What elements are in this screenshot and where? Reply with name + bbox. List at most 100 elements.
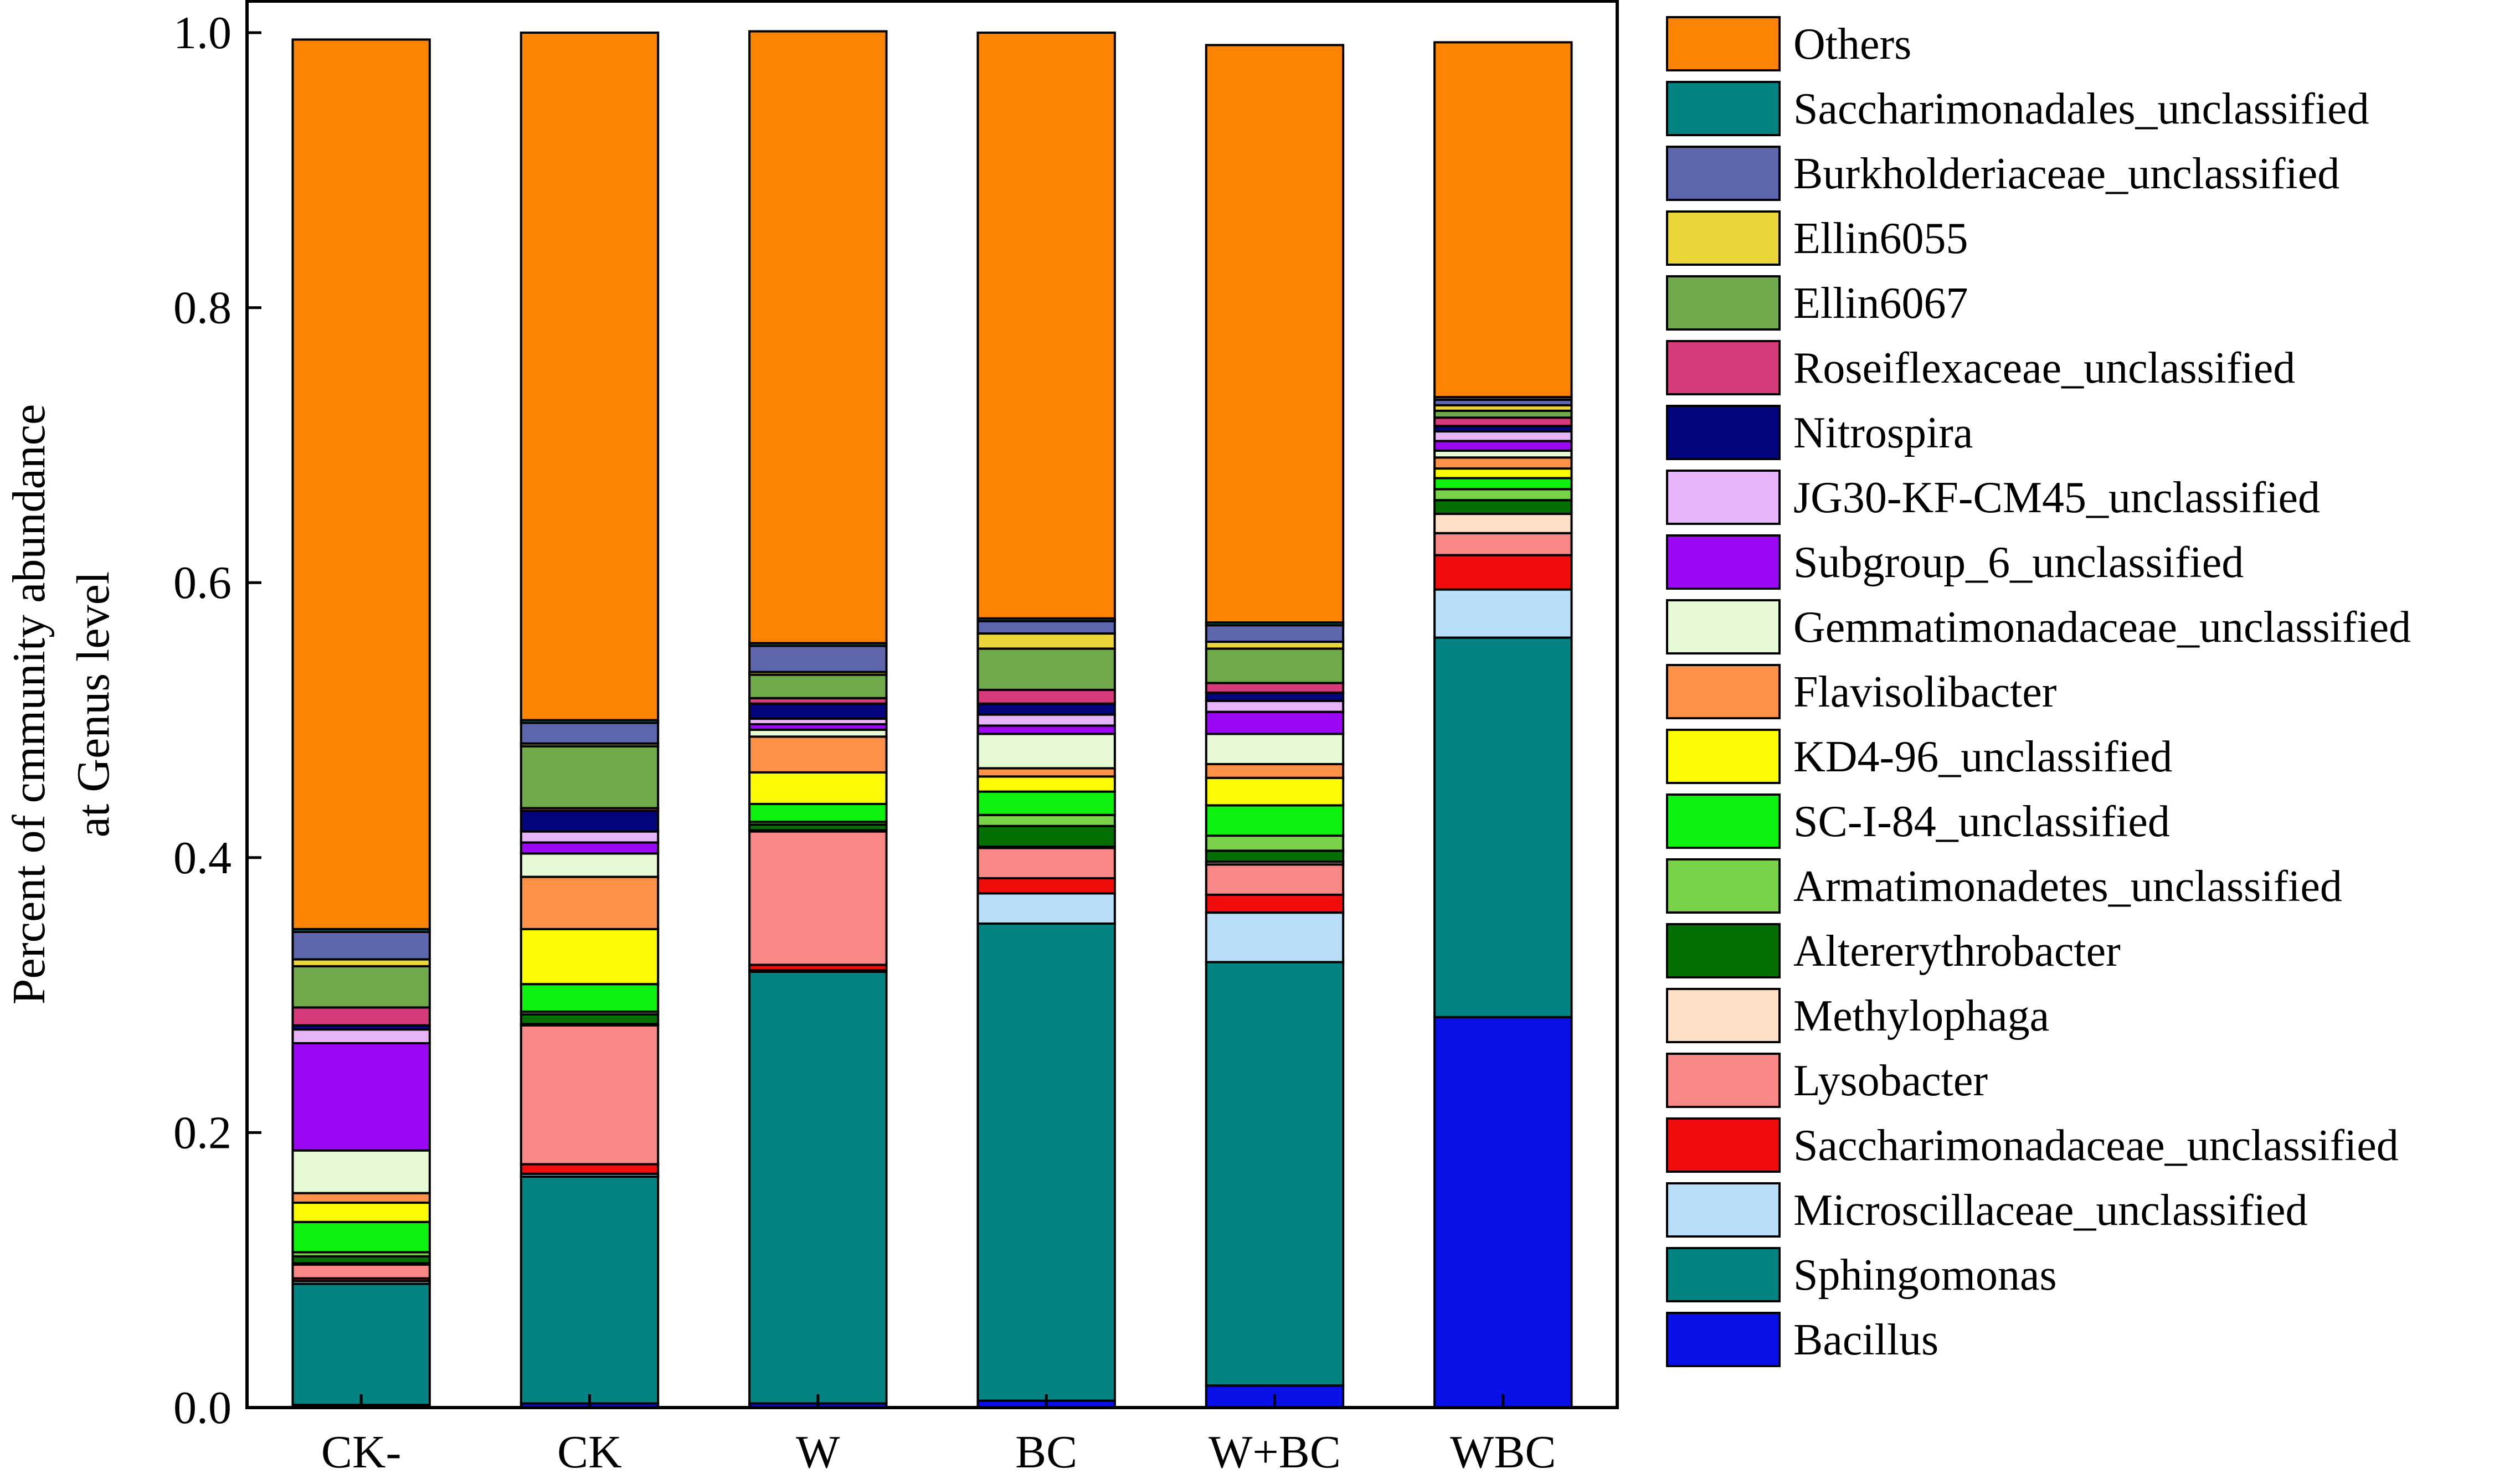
bar-segment-bc-roseiflexaceae-unclassified [976,688,1116,705]
legend-label-sphingomonas: Sphingomonas [1793,1251,2057,1300]
legend-swatch-lysobacter [1666,1053,1781,1108]
bar-segment-wbc-subgroup-6-unclassified [1433,440,1573,452]
bar-segment-ck-burkholderiaceae-unclassified [291,930,431,961]
bar-segment-wbc-microscillaceae-unclassified [1433,588,1573,639]
legend-swatch-ellin6055 [1666,210,1781,266]
bar-segment-ck-ellin6067 [520,745,660,810]
x-tick-label-wbc: WBC [1450,1426,1556,1478]
legend-label-kd4-96-unclassified: KD4-96_unclassified [1793,733,2172,781]
bar-segment-ck-ellin6067 [291,965,431,1009]
bar-segment-ck-flavisolibacter [291,1192,431,1204]
legend-label-subgroup-6-unclassified: Subgroup_6_unclassified [1793,538,2244,587]
x-tick-label-bc: BC [1015,1426,1077,1478]
bar-segment-ck-others [291,38,431,930]
bar-segment-w-bc-nitrospira [1205,691,1345,702]
legend-label-nitrospira: Nitrospira [1793,409,1973,457]
bar-segment-bc-others [976,32,1116,620]
y-tick-label: 0.8 [173,282,232,334]
bar-segment-ck-others [520,32,660,722]
bar-segment-bc-flavisolibacter [976,767,1116,778]
legend-swatch-bacillus [1666,1312,1781,1367]
bar-segment-ck-lysobacter [291,1263,431,1280]
bar-segment-w-others [748,30,888,645]
bar-segment-ck-saccharimonadaceae-unclassified [520,1163,660,1175]
bar-segment-bc-sc-i-84-unclassified [976,790,1116,816]
bar-segment-bc-altererythrobacter [976,824,1116,848]
legend-label-saccharimonadales-unclassified: Saccharimonadales_unclassified [1793,85,2369,133]
bar-segment-ck-kd4-96-unclassified [291,1202,431,1223]
legend-label-microscillaceae-unclassified: Microscillaceae_unclassified [1793,1186,2307,1235]
bar-segment-ck-gemmatimonadaceae-unclassified [520,852,660,878]
x-tick-label-w: W [796,1426,840,1478]
legend-swatch-microscillaceae-unclassified [1666,1182,1781,1238]
legend: Others Saccharimonadales_unclassified Burk… [1666,16,2411,1367]
legend-label-bacillus: Bacillus [1793,1316,1938,1364]
legend-label-sc-i-84-unclassified: SC-I-84_unclassified [1793,797,2170,846]
bar-segment-ck-roseiflexaceae-unclassified [291,1006,431,1027]
legend-label-saccharimonadaceae-unclassified: Saccharimonadaceae_unclassified [1793,1121,2399,1170]
bar-segment-w-bc-ellin6067 [1205,647,1345,684]
bar-segment-bc-nitrospira [976,702,1116,716]
bar-segment-wbc-armatimonadetes-unclassified [1433,488,1573,502]
bar-segment-w-bc-others [1205,44,1345,624]
bar-segment-w-bc-jg30-kf-cm45-unclassified [1205,699,1345,713]
bar-segment-ck-sc-i-84-unclassified [520,983,660,1013]
bar-segment-ck-subgroup-6-unclassified [520,841,660,855]
y-axis-title-line2: at Genus level [68,571,119,838]
legend-label-flavisolibacter: Flavisolibacter [1793,668,2056,717]
bar-segment-w-bc-altererythrobacter [1205,849,1345,863]
legend-label-burkholderiaceae-unclassified: Burkholderiaceae_unclassified [1793,150,2339,198]
bar-segment-bc-kd4-96-unclassified [976,775,1116,793]
bar-segment-ck-gemmatimonadaceae-unclassified [291,1149,431,1194]
legend-swatch-saccharimonadales-unclassified [1666,81,1781,136]
bar-segment-w-bc-sphingomonas [1205,961,1345,1387]
bar-segment-w-bc-armatimonadetes-unclassified [1205,834,1345,852]
bar-segment-wbc-flavisolibacter [1433,456,1573,470]
bar-segment-w-bc-lysobacter [1205,863,1345,896]
axes-layer: 0.00.20.40.60.81.0CK- CK W BC W+BC WBC [173,7,1556,1478]
legend-label-ellin6067: Ellin6067 [1793,279,1968,328]
legend-label-ellin6055: Ellin6055 [1793,214,1968,263]
legend-label-gemmatimonadaceae-unclassified: Gemmatimonadaceae_unclassified [1793,603,2411,652]
legend-swatch-sphingomonas [1666,1247,1781,1302]
bar-segment-bc-burkholderiaceae-unclassified [976,620,1116,635]
bar-segment-w-sphingomonas [748,970,888,1405]
legend-label-altererythrobacter: Altererythrobacter [1793,927,2121,976]
y-tick-label: 1.0 [173,7,232,59]
legend-swatch-saccharimonadaceae-unclassified [1666,1117,1781,1173]
legend-swatch-others [1666,16,1781,71]
legend-swatch-nitrospira [1666,405,1781,460]
legend-label-methylophaga: Methylophaga [1793,992,2049,1040]
legend-swatch-kd4-96-unclassified [1666,729,1781,784]
bar-segment-ck-sphingomonas [520,1175,660,1405]
bar-segment-w-bc-burkholderiaceae-unclassified [1205,624,1345,643]
bar-segment-ck-jg30-kf-cm45-unclassified [520,830,660,844]
bar-segment-wbc-sphingomonas [1433,636,1573,1018]
bar-segment-w-kd4-96-unclassified [748,771,888,805]
bar-segment-w-sc-i-84-unclassified [748,802,888,823]
legend-swatch-flavisolibacter [1666,664,1781,719]
legend-label-jg30-kf-cm45-unclassified: JG30-KF-CM45_unclassified [1793,473,2320,522]
legend-swatch-altererythrobacter [1666,923,1781,978]
bar-segment-w-bc-subgroup-6-unclassified [1205,710,1345,735]
bar-segment-ck-flavisolibacter [520,875,660,930]
bar-segment-wbc-altererythrobacter [1433,499,1573,516]
legend-swatch-jg30-kf-cm45-unclassified [1666,470,1781,525]
bar-segment-bc-jg30-kf-cm45-unclassified [976,713,1116,727]
legend-label-armatimonadetes-unclassified: Armatimonadetes_unclassified [1793,862,2342,911]
bar-segment-w-burkholderiaceae-unclassified [748,645,888,673]
bar-segment-w-flavisolibacter [748,735,888,774]
legend-label-roseiflexaceae-unclassified: Roseiflexaceae_unclassified [1793,344,2295,393]
bar-segment-wbc-saccharimonadaceae-unclassified [1433,554,1573,591]
y-tick-label: 0.6 [173,557,232,609]
bar-segment-ck-lysobacter [520,1024,660,1166]
x-tick-label-ck: CK [557,1426,622,1478]
bar-segment-w-ellin6067 [748,673,888,699]
bar-segment-w-bc-saccharimonadaceae-unclassified [1205,893,1345,914]
bar-segment-w-lysobacter [748,830,888,966]
bar-segment-wbc-methylophaga [1433,513,1573,534]
bar-segment-bc-ellin6055 [976,632,1116,650]
legend-swatch-burkholderiaceae-unclassified [1666,146,1781,201]
legend-swatch-sc-i-84-unclassified [1666,793,1781,849]
